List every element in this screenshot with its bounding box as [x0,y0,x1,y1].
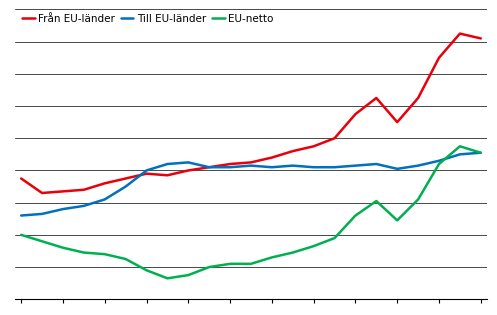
Legend: Från EU-länder, Till EU-länder, EU-netto: Från EU-länder, Till EU-länder, EU-netto [20,12,275,26]
